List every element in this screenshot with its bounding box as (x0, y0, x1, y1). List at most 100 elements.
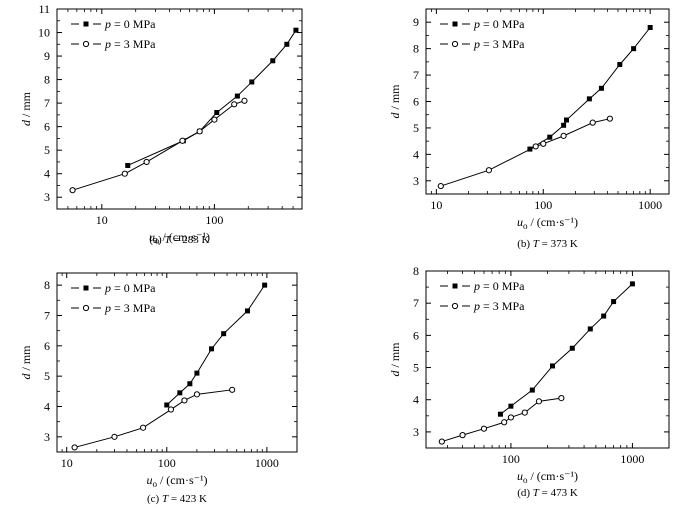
y-tick-label: 11 (38, 2, 50, 16)
legend-label-value: = 0 MPa (111, 17, 156, 31)
data-point-square (194, 370, 200, 376)
y-axis-label-symbol: d (388, 112, 402, 119)
y-tick-label: 6 (44, 339, 50, 353)
x-tick-label: 1000 (638, 198, 662, 212)
data-point-square (629, 281, 635, 287)
x-axis-label-unit: / (cm·s⁻¹) (527, 215, 578, 229)
legend-label-variable: p (104, 301, 111, 315)
plot-frame (425, 270, 670, 449)
series-line-p3 (440, 118, 611, 187)
x-axis-label-subscript: o (155, 236, 160, 246)
series-line-p0 (166, 284, 266, 406)
y-axis-label: d / mm (19, 345, 33, 380)
x-axis-label-subscript: o (523, 475, 528, 485)
legend-label-value: = 0 MPa (111, 281, 156, 295)
x-tick-label: 10 (430, 198, 442, 212)
y-tick-label: 5 (44, 143, 50, 157)
y-tick-label: 7 (44, 308, 50, 322)
data-point-circle (521, 409, 528, 416)
data-point-circle (438, 438, 445, 445)
y-tick-label: 4 (413, 393, 419, 407)
y-tick-label: 4 (44, 399, 50, 413)
data-point-square (125, 162, 131, 168)
data-point-circle (532, 143, 539, 150)
chart-panel-2: 3 4 5 6 7 8 10 100 1000 d / mm uo / (cm·s⁻¹) (c) T … (19, 272, 298, 505)
legend-label: p = 0 MPa (473, 17, 525, 31)
y-axis-label-symbol: d (19, 373, 33, 380)
legend-marker-square (83, 285, 89, 291)
y-tick-label: 9 (44, 49, 50, 63)
data-point-square (587, 326, 593, 332)
data-point-square (177, 390, 183, 396)
caption-variable: T (162, 493, 169, 505)
legend-label: p = 3 MPa (473, 37, 525, 51)
data-point-square (214, 110, 220, 116)
legend-label: p = 3 MPa (104, 37, 156, 51)
data-point-circle (589, 119, 596, 126)
chart-panel-3: 3 4 5 6 7 8 100 1000 d / mm uo / (cm·s⁻¹) (d) T = … (388, 264, 670, 499)
legend-marker-circle (451, 40, 459, 48)
data-point-circle (167, 406, 175, 413)
data-point-square (564, 117, 570, 123)
data-point-square (561, 122, 567, 128)
data-point-circle (501, 419, 508, 426)
data-point-circle (140, 424, 147, 431)
data-point-circle (193, 391, 201, 398)
data-point-square (586, 96, 592, 102)
data-point-square (508, 403, 514, 409)
caption-value: = 283 K (171, 234, 210, 246)
data-point-square (550, 363, 556, 369)
y-tick-label: 5 (44, 369, 50, 383)
data-point-square (270, 58, 276, 64)
data-point-circle (459, 432, 466, 439)
data-point-circle (606, 115, 613, 122)
legend-label: p = 3 MPa (104, 301, 156, 315)
legend-label-variable: p (473, 37, 480, 51)
x-axis-label-symbol: u (146, 473, 152, 487)
x-axis-label: uo / (cm·s⁻¹) (517, 215, 578, 231)
plot-frame (425, 8, 670, 195)
data-point-square (187, 381, 193, 387)
legend-label-variable: p (473, 279, 480, 293)
series-line-p3 (74, 389, 233, 448)
y-tick-label: 7 (413, 296, 419, 310)
x-tick-label: 1000 (620, 452, 644, 466)
y-axis-label-symbol: d (388, 370, 402, 377)
x-axis-label: uo / (cm·s⁻¹) (517, 469, 578, 485)
data-point-circle (480, 425, 488, 432)
data-point-circle (241, 97, 248, 104)
y-axis-label-symbol: d (19, 119, 33, 126)
legend-label-value: = 0 MPa (480, 17, 525, 31)
legend-label-value: = 0 MPa (480, 279, 525, 293)
x-axis-label: uo / (cm·s⁻¹) (149, 230, 210, 246)
data-point-circle (111, 433, 118, 440)
data-point-square (221, 331, 227, 337)
legend: p = 0 MPa p = 3 MPa (440, 17, 525, 51)
legend-label-value: = 3 MPa (111, 37, 156, 51)
data-point-circle (558, 395, 565, 402)
caption-letter: (c) (147, 493, 162, 505)
legend-label-value: = 3 MPa (111, 301, 156, 315)
legend-marker-circle (82, 304, 90, 312)
legend-label-variable: p (104, 37, 111, 51)
y-axis-label: d / mm (19, 91, 33, 126)
data-point-circle (560, 132, 567, 139)
legend-label: p = 0 MPa (473, 279, 525, 293)
legend-label-variable: p (473, 17, 480, 31)
x-tick-label: 100 (205, 213, 223, 227)
y-tick-label: 4 (44, 167, 50, 181)
x-tick-label: 100 (158, 456, 176, 470)
y-axis-label-unit: / mm (19, 345, 33, 374)
y-tick-label: 3 (44, 430, 50, 444)
data-point-circle (179, 137, 186, 144)
caption-value: = 423 K (168, 493, 207, 505)
y-tick-label: 8 (413, 264, 419, 278)
data-point-square (631, 46, 637, 52)
y-tick-label: 6 (413, 95, 419, 109)
data-point-square (209, 346, 215, 352)
y-tick-label: 6 (413, 328, 419, 342)
data-point-square (598, 85, 604, 91)
data-point-circle (485, 167, 492, 174)
y-axis-label-unit: / mm (388, 342, 402, 371)
